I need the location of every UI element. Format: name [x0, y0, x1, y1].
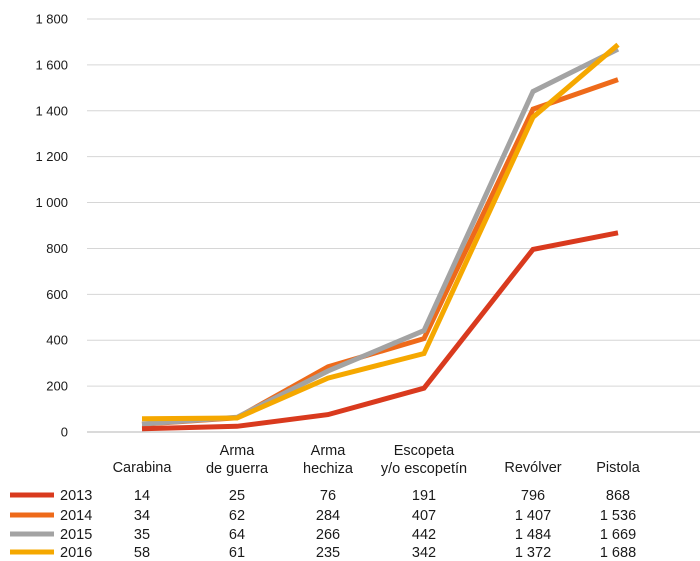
- table-cell: 58: [134, 545, 150, 561]
- table-cell: 76: [320, 488, 336, 504]
- y-tick-label: 800: [46, 241, 68, 256]
- table-cell: 62: [229, 508, 245, 524]
- y-tick-label: 0: [61, 425, 68, 440]
- legend-label: 2014: [60, 508, 92, 524]
- table-cell: 407: [412, 508, 436, 524]
- table-cell: 1 407: [515, 508, 551, 524]
- series-line-2013: [141, 230, 619, 432]
- category-label: Pistola: [596, 460, 640, 476]
- table-cell: 266: [316, 527, 340, 543]
- series-line-2014: [141, 77, 619, 427]
- category-label: Carabina: [113, 460, 173, 476]
- legend-label: 2015: [60, 527, 92, 543]
- table-cell: 1 372: [515, 545, 551, 561]
- table-cell: 191: [412, 488, 436, 504]
- series-lines: [141, 42, 620, 432]
- table-cell: 35: [134, 527, 150, 543]
- legend-label: 2013: [60, 488, 92, 504]
- table-cell: 868: [606, 488, 630, 504]
- legend-label: 2016: [60, 545, 92, 561]
- category-labels: Carabina Arma de guerra Arma hechiza Escopeta…: [113, 443, 641, 477]
- y-tick-label: 600: [46, 287, 68, 302]
- y-axis-tick-labels: 0 200 400 600 800 1 000 1 200 1 400 1 600 1 800: [35, 12, 68, 440]
- gridlines: [87, 18, 700, 433]
- table-cell: 61: [229, 545, 245, 561]
- table-cell: 34: [134, 508, 150, 524]
- table-cell: 1 688: [600, 545, 636, 561]
- y-tick-label: 1 000: [35, 195, 68, 210]
- table-cell: 1 484: [515, 527, 551, 543]
- category-label: Arma hechiza: [303, 443, 354, 477]
- category-label: Arma de guerra: [206, 443, 269, 477]
- table-cell: 1 536: [600, 508, 636, 524]
- series-line-2016: [141, 42, 620, 422]
- y-tick-label: 200: [46, 379, 68, 394]
- y-tick-label: 1 800: [35, 12, 68, 27]
- y-tick-label: 1 400: [35, 103, 68, 118]
- data-table: 2013 14 25 76 191 796 868 2014 34 62 284 407 1 407 1 …: [10, 488, 636, 561]
- y-tick-label: 400: [46, 333, 68, 348]
- y-tick-label: 1 200: [35, 149, 68, 164]
- table-cell: 64: [229, 527, 245, 543]
- table-cell: 442: [412, 527, 436, 543]
- table-cell: 342: [412, 545, 436, 561]
- category-label: Revólver: [504, 460, 561, 476]
- table-cell: 25: [229, 488, 245, 504]
- category-label: Escopeta y/o escopetín: [381, 443, 467, 477]
- table-cell: 14: [134, 488, 150, 504]
- table-cell: 796: [521, 488, 545, 504]
- y-tick-label: 1 600: [35, 57, 68, 72]
- table-cell: 1 669: [600, 527, 636, 543]
- table-cell: 284: [316, 508, 340, 524]
- table-cell: 235: [316, 545, 340, 561]
